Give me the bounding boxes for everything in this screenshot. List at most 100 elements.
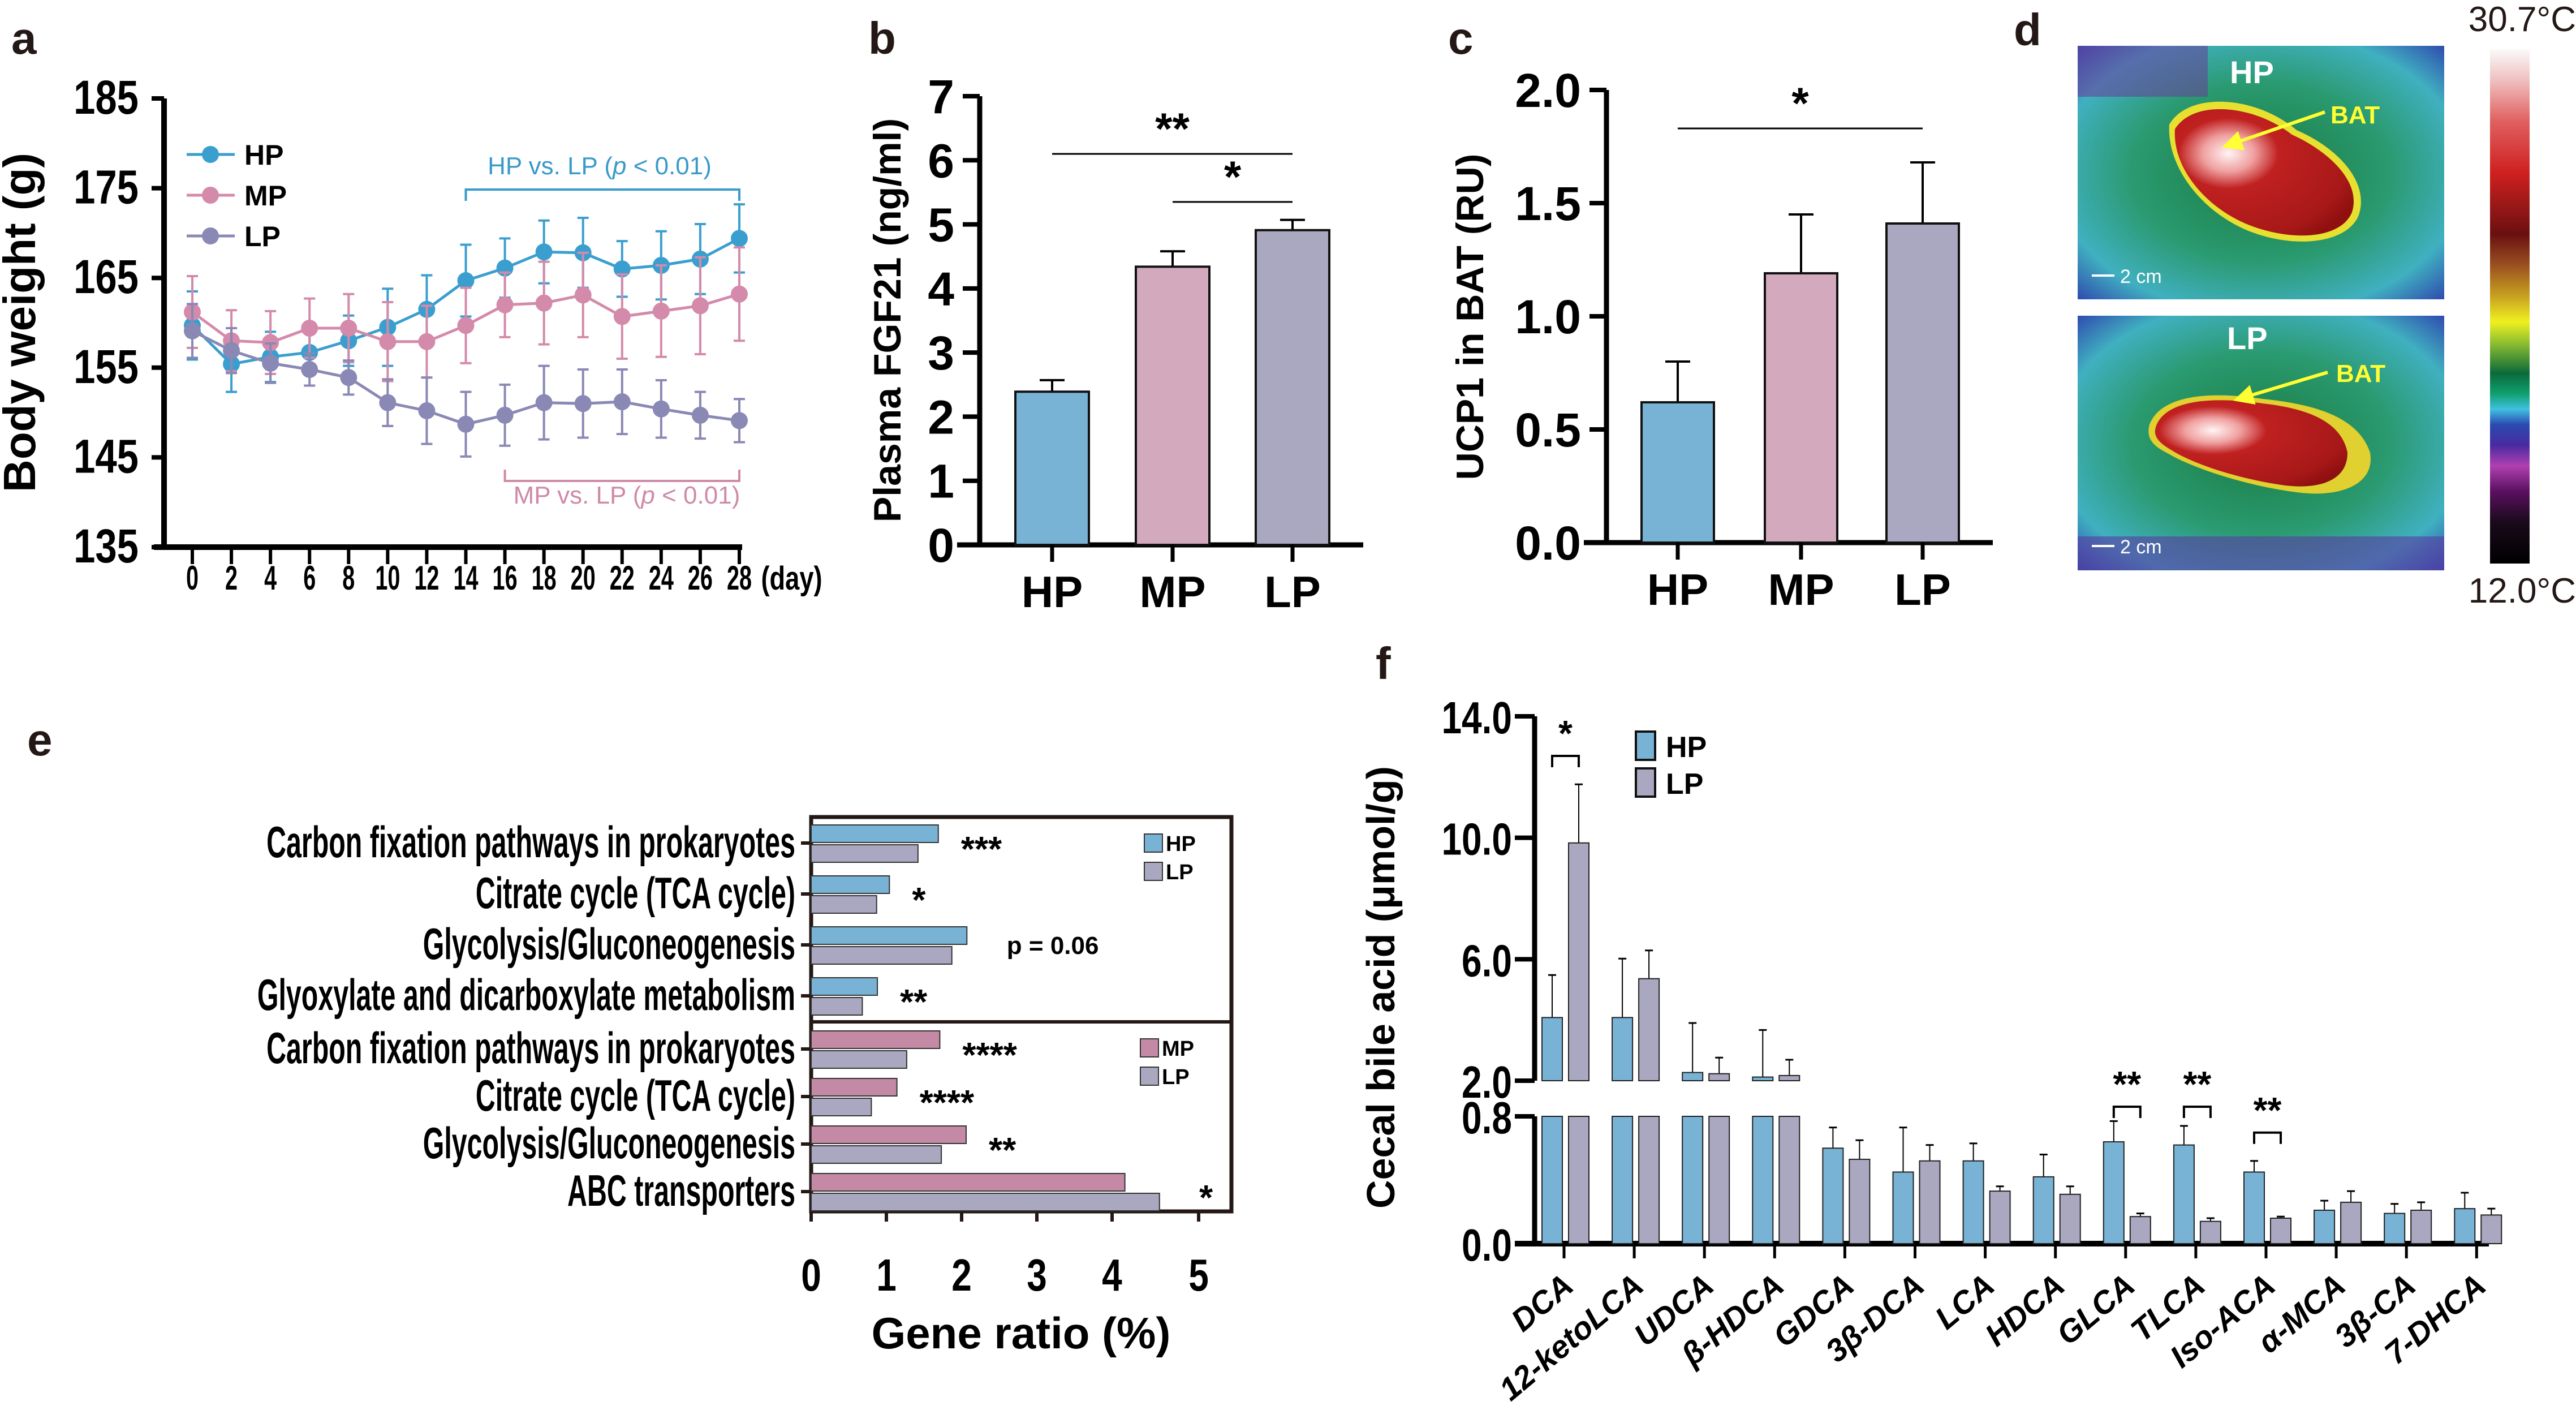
significance-marker: * [1791,78,1809,128]
data-point [457,317,475,334]
data-point [379,333,397,350]
significance-marker: * [1199,1179,1213,1218]
panel-e-x-tick-label: 3 [1027,1250,1047,1300]
bar-lp [2340,1201,2362,1244]
panel-f-ylabel: Cecal bile acid (μmol/g) [1359,766,1403,1209]
panel-b-ylabel: Plasma FGF21 (ng/ml) [866,118,909,522]
annotation-part: MP vs. LP ( [514,482,641,509]
significance-marker: * [912,881,926,920]
data-point [731,230,748,247]
data-point [691,297,709,315]
significance-marker: **** [920,1084,975,1123]
panel-e-xlabel: Gene ratio (%) [872,1308,1171,1358]
panel-a-hp-vs-lp-annotation: HP vs. LP (p < 0.01) [488,152,712,180]
panel-label-b: b [868,13,896,63]
bar-lp-lower [1568,1116,1589,1244]
panel-a-y-tick-label: 185 [74,71,139,124]
bar-lp-upper [1708,1073,1730,1081]
panel-b-x-tick-label: HP [1022,567,1083,617]
data-point [418,402,436,419]
bar-lp [2129,1216,2151,1244]
data-point [301,320,318,337]
panel-a-x-tick-label: 14 [453,559,478,597]
panel-b-y-tick-label: 7 [928,70,954,123]
bar-lp [1989,1190,2011,1244]
data-point [457,272,475,289]
bar-lp [1255,229,1330,546]
panel-a-y-tick-label: 175 [74,161,139,214]
bar-hp [811,926,968,945]
panel-f-y-tick-label: 6.0 [1462,936,1512,986]
legend-label-hp: HP [244,139,283,171]
panel-e-x-tick-label: 4 [1102,1250,1122,1300]
bar-hp [811,875,890,894]
data-point [574,395,592,412]
data-point [223,342,240,359]
panel-f-x-tick-label: HDCA [1978,1267,2071,1353]
annotation-part: < 0.01) [626,152,711,180]
data-point [652,302,670,320]
panel-a-series-lp [184,303,748,458]
panel-label-d: d [2014,5,2041,55]
panel-b-y-tick-label: 1 [928,455,954,508]
panel-f-y-tick-label: 0.8 [1462,1093,1512,1143]
bar-hp-lower [1541,1116,1563,1244]
data-point [340,320,357,337]
panel-c-ucp1-chart: UCP1 in BAT (RU) 0.0 0.5 1.0 1.5 2.0 HP MP LP * [1449,64,1993,614]
panel-d-thermal-images: HP BAT 2 cm LP BAT 2 cm 30.7°C 12.0°C [2078,0,2576,611]
panel-c-y-tick-label: 1.0 [1515,290,1581,343]
panel-b-x-tick-label: MP [1140,567,1206,617]
bar-lp [811,1050,907,1069]
panel-a-x-tick-label: 4 [264,559,277,597]
bar-lp [811,1145,942,1164]
legend-label-lp: LP [1166,861,1194,884]
bar-lp [1919,1160,1941,1244]
bar-lp [811,946,953,965]
legend-swatch-lp [1144,862,1163,881]
bar-hp-upper [1612,1017,1634,1081]
legend-swatch-hp [1635,730,1656,761]
panel-a-x-tick-label: 2 [225,559,238,597]
panel-label-f: f [1376,638,1391,689]
panel-a-y-tick-label: 145 [74,430,139,483]
thermal-hp-bat-label: BAT [2331,101,2380,129]
panel-a-x-tick-label: 22 [610,559,635,597]
significance-marker: p = 0.06 [1007,932,1099,960]
significance-bracket [2182,1106,2212,1118]
panel-b-y-tick-label: 3 [928,326,954,380]
significance-bracket [2112,1106,2142,1118]
bar-lp [811,895,877,914]
panel-a-mp-vs-lp-bracket [503,470,740,482]
panel-e-category-label: Glycolysis/Gluconeogenesis [423,919,795,969]
data-point [535,243,553,261]
panel-a-x-tick-label: 24 [649,559,674,597]
panel-a-x-tick-label: 28 [727,559,752,597]
bar-lp [811,844,919,863]
data-point [574,286,592,304]
panel-f-y-tick-label: 14.0 [1441,693,1512,743]
legend-label-mp: MP [244,180,287,212]
bar-hp [811,977,878,996]
data-point [301,360,318,378]
panel-e-category-label: Carbon fixation pathways in prokaryotes [266,817,795,867]
panel-e-x-tick-label: 5 [1188,1250,1209,1300]
significance-marker: * [1558,713,1573,754]
bar-mp [1135,265,1211,546]
panel-b-x-tick-label: LP [1264,567,1321,617]
significance-marker: ** [1155,104,1190,153]
thermal-lp-arrow [2233,371,2328,405]
bar-lp-upper [1638,978,1660,1082]
bar-lp [1849,1158,1871,1244]
panel-e-category-label: ABC transporters [567,1166,795,1215]
panel-a-x-tick-label: 10 [375,559,400,597]
panel-a-x-tick-label: 6 [303,559,316,597]
colorbar-min-label: 12.0°C [2469,571,2576,611]
panel-f-y-tick-label: 10.0 [1441,814,1512,865]
data-point [652,400,670,418]
panel-a-x-tick-label: 20 [571,559,596,597]
data-point [731,285,748,303]
bar-hp [2243,1171,2265,1244]
bar-hp [1892,1171,1914,1244]
